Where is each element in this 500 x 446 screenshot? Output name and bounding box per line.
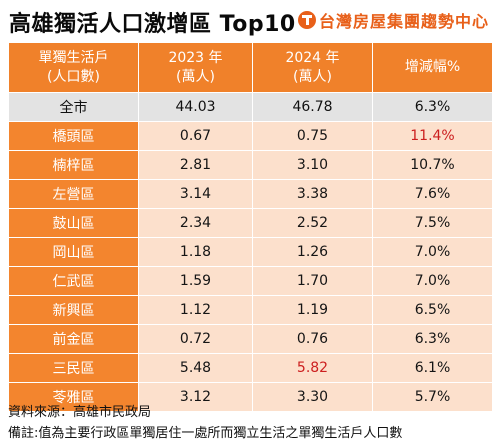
column-header-2023-line1: 2023 年 — [168, 49, 223, 66]
data-table: 單獨生活戶 (人口數) 2023 年 (萬人) 2024 年 (萬人) 增減幅%… — [8, 42, 493, 412]
table-row: 三民區 5.48 5.82 6.1% — [8, 353, 493, 383]
footer: 資料來源：高雄市民政局 備註:值為主要行政區單獨居住一處所而獨立生活之單獨生活戶… — [8, 402, 498, 444]
change-cell: 5.7% — [372, 382, 493, 412]
region-cell: 橋頭區 — [8, 121, 139, 151]
brand-name: 台灣房屋集團趨勢中心 — [319, 12, 490, 31]
value-2023-cell: 1.59 — [138, 266, 253, 296]
change-cell: 10.7% — [372, 150, 493, 180]
region-cell: 前金區 — [8, 324, 139, 354]
table-row: 鼓山區 2.34 2.52 7.5% — [8, 208, 493, 238]
table-row: 左營區 3.14 3.38 7.6% — [8, 179, 493, 209]
table-row-total: 全市 44.03 46.78 6.3% — [8, 92, 493, 122]
column-header-2024: 2024 年 (萬人) — [252, 42, 373, 93]
table-row: 苓雅區 3.12 3.30 5.7% — [8, 382, 493, 412]
change-cell-highlight: 11.4% — [372, 121, 493, 151]
value-2023-cell: 3.14 — [138, 179, 253, 209]
column-header-change-line1: 增減幅% — [404, 59, 461, 75]
value-2024-cell: 3.38 — [252, 179, 373, 209]
change-cell: 6.3% — [372, 324, 493, 354]
region-cell: 鼓山區 — [8, 208, 139, 238]
change-cell: 7.0% — [372, 266, 493, 296]
column-header-2024-line2: (萬人) — [293, 68, 332, 85]
region-cell: 三民區 — [8, 353, 139, 383]
value-2024-cell: 1.70 — [252, 266, 373, 296]
remark-note: 備註:值為主要行政區單獨居住一處所而獨立生活之單獨生活戶人口數 — [8, 426, 403, 441]
table-row: 新興區 1.12 1.19 6.5% — [8, 295, 493, 325]
table-row: 岡山區 1.18 1.26 7.0% — [8, 237, 493, 267]
value-2023-cell: 1.18 — [138, 237, 253, 267]
value-2024-cell: 2.52 — [252, 208, 373, 238]
region-cell: 全市 — [8, 92, 139, 122]
value-2024-cell: 0.76 — [252, 324, 373, 354]
value-2023-cell: 5.48 — [138, 353, 253, 383]
change-cell: 6.1% — [372, 353, 493, 383]
region-cell: 新興區 — [8, 295, 139, 325]
region-cell: 仁武區 — [8, 266, 139, 296]
value-2023-cell: 44.03 — [138, 92, 253, 122]
brand-logo-icon — [298, 11, 316, 29]
value-2023-cell: 2.81 — [138, 150, 253, 180]
header: 高雄獨活人口激增區 Top10 台灣房屋集團趨勢中心 — [0, 0, 500, 40]
table-row: 橋頭區 0.67 0.75 11.4% — [8, 121, 493, 151]
value-2023-cell: 1.12 — [138, 295, 253, 325]
column-header-change: 增減幅% — [372, 42, 493, 93]
table-header-row: 單獨生活戶 (人口數) 2023 年 (萬人) 2024 年 (萬人) 增減幅% — [8, 42, 493, 93]
brand: 台灣房屋集團趨勢中心 — [298, 10, 490, 31]
value-2023-cell: 0.72 — [138, 324, 253, 354]
value-2024-cell-highlight: 5.82 — [252, 353, 373, 383]
value-2024-cell: 46.78 — [252, 92, 373, 122]
table-row: 楠梓區 2.81 3.10 10.7% — [8, 150, 493, 180]
column-header-region-line1: 單獨生活戶 — [38, 49, 109, 66]
page-title: 高雄獨活人口激增區 Top10 — [9, 12, 296, 37]
change-cell: 7.5% — [372, 208, 493, 238]
region-cell: 岡山區 — [8, 237, 139, 267]
column-header-2024-line1: 2024 年 — [285, 49, 340, 66]
column-header-2023: 2023 年 (萬人) — [138, 42, 253, 93]
value-2024-cell: 1.19 — [252, 295, 373, 325]
change-cell: 7.6% — [372, 179, 493, 209]
table-row: 前金區 0.72 0.76 6.3% — [8, 324, 493, 354]
value-2023-cell: 0.67 — [138, 121, 253, 151]
region-cell: 左營區 — [8, 179, 139, 209]
value-2024-cell: 3.30 — [252, 382, 373, 412]
change-cell: 6.3% — [372, 92, 493, 122]
column-header-region-line2: (人口數) — [47, 68, 100, 85]
value-2024-cell: 0.75 — [252, 121, 373, 151]
region-cell: 楠梓區 — [8, 150, 139, 180]
value-2024-cell: 1.26 — [252, 237, 373, 267]
column-header-region: 單獨生活戶 (人口數) — [8, 42, 139, 93]
value-2023-cell: 2.34 — [138, 208, 253, 238]
table-row: 仁武區 1.59 1.70 7.0% — [8, 266, 493, 296]
change-cell: 7.0% — [372, 237, 493, 267]
column-header-2023-line2: (萬人) — [176, 68, 215, 85]
value-2024-cell: 3.10 — [252, 150, 373, 180]
source-note: 資料來源：高雄市民政局 — [8, 405, 152, 420]
region-cell: 苓雅區 — [8, 382, 139, 412]
change-cell: 6.5% — [372, 295, 493, 325]
